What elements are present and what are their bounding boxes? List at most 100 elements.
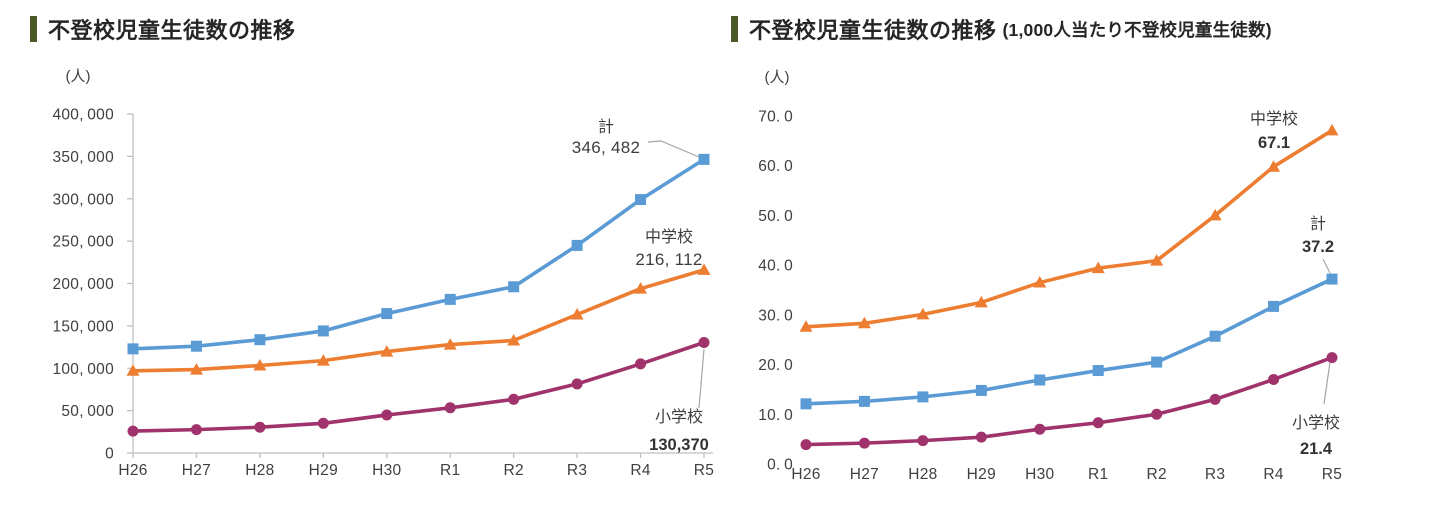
data-point-marker	[570, 307, 584, 320]
data-point-marker	[443, 338, 457, 350]
absolute-count-line-chart: (人) 0 50, 000 100, 000 150, 000 200, 000 250, …	[52, 68, 713, 479]
per-thousand-line-chart: (人) 0. 0 10. 0 20. 0 30. 0 40. 0 50. 0 60. 0 70.…	[758, 69, 1342, 483]
y-axis-tick-label: 50, 000	[61, 403, 114, 420]
x-axis-tick-label: R4	[1263, 466, 1283, 483]
data-point-marker	[381, 308, 393, 320]
data-point-marker	[635, 194, 647, 206]
x-axis-tick-label: H30	[372, 462, 401, 479]
x-axis-tick-label: H28	[908, 466, 937, 483]
series-line-中学校	[805, 128, 1333, 329]
data-point-marker	[799, 320, 813, 332]
series-label: 計	[1310, 215, 1326, 233]
x-axis-tick-label: R5	[1322, 466, 1342, 483]
data-point-marker	[917, 391, 929, 403]
x-axis-tick-label: H27	[850, 466, 879, 483]
data-point-marker	[800, 398, 812, 410]
series-value-label: 21.4	[1300, 440, 1333, 458]
x-axis-tick-label: H26	[118, 462, 147, 479]
y-axis-tick-label: 0. 0	[767, 457, 793, 474]
data-point-marker	[975, 431, 987, 443]
data-point-marker	[507, 333, 521, 346]
data-point-marker	[1208, 208, 1222, 221]
annotation-leader-line	[1323, 361, 1331, 405]
x-axis-tick-label: R2	[1146, 466, 1166, 483]
data-point-marker	[254, 334, 266, 346]
data-point-marker	[1268, 300, 1280, 312]
y-axis-unit-label: (人)	[765, 69, 790, 86]
data-point-marker	[1209, 330, 1221, 342]
x-axis-tick-label: R1	[440, 462, 460, 479]
data-point-marker	[697, 263, 711, 275]
x-axis-tick-label: R3	[567, 462, 587, 479]
data-point-marker	[698, 337, 710, 349]
data-point-marker	[1268, 373, 1280, 385]
y-axis-tick-label: 70. 0	[758, 109, 793, 126]
annotation-leader-line	[647, 140, 700, 158]
data-point-marker	[254, 421, 266, 433]
y-axis-tick-label: 20. 0	[758, 357, 793, 374]
y-axis-tick-label: 250, 000	[52, 234, 114, 251]
data-point-marker	[635, 358, 647, 370]
left-chart-title: 不登校児童生徒数の推移	[0, 0, 716, 46]
chart-title-suffix: (1,000人当たり不登校児童生徒数)	[1002, 19, 1272, 40]
data-point-marker	[916, 307, 930, 320]
data-point-marker	[127, 343, 139, 355]
data-point-marker	[1092, 417, 1104, 429]
data-point-marker	[1091, 261, 1105, 274]
series-line-計	[132, 157, 705, 351]
annotation-leader-line	[1322, 258, 1331, 274]
series-value-label: 346, 482	[572, 138, 641, 157]
data-point-marker	[317, 325, 329, 337]
data-point-marker	[1151, 408, 1163, 420]
series-label: 計	[598, 118, 614, 136]
data-point-marker	[1033, 276, 1047, 288]
data-point-marker	[800, 439, 812, 451]
data-point-marker	[190, 340, 202, 352]
data-point-marker	[127, 425, 139, 437]
data-point-marker	[571, 378, 583, 390]
x-axis-tick-label: R2	[503, 462, 523, 479]
y-axis-tick-label: 0	[105, 446, 114, 463]
y-axis-tick-label: 40. 0	[758, 258, 793, 275]
x-axis-tick-label: H29	[967, 466, 996, 483]
right-chart-panel: 不登校児童生徒数の推移 (1,000人当たり不登校児童生徒数) (人) 0. 0 1…	[717, 0, 1433, 527]
data-point-marker	[1325, 123, 1339, 136]
y-axis-tick-label: 150, 000	[52, 318, 114, 335]
x-axis-tick-label: R4	[630, 462, 650, 479]
data-point-marker	[858, 437, 870, 449]
x-axis-tick-label: H29	[309, 462, 338, 479]
data-point-marker	[1326, 273, 1338, 285]
x-axis-tick-label: R1	[1088, 466, 1108, 483]
y-axis-unit-label: (人)	[66, 68, 91, 85]
series-value-label: 216, 112	[635, 250, 702, 269]
y-axis-tick-label: 350, 000	[52, 149, 114, 166]
data-point-marker	[189, 363, 203, 375]
annotation-leader-line	[698, 348, 705, 409]
data-point-marker	[444, 293, 456, 305]
x-axis-tick-label: H27	[182, 462, 211, 479]
series-label: 小学校	[1292, 414, 1340, 432]
data-point-marker	[858, 395, 870, 407]
chart-title-text: 不登校児童生徒数の推移	[48, 18, 296, 43]
x-axis-tick-label: H30	[1025, 466, 1054, 483]
data-point-marker	[380, 345, 394, 357]
y-axis-tick-label: 300, 000	[52, 191, 114, 208]
right-chart-title: 不登校児童生徒数の推移 (1,000人当たり不登校児童生徒数)	[717, 0, 1433, 46]
series-label: 中学校	[1250, 110, 1298, 128]
data-point-marker	[190, 424, 202, 436]
data-point-marker	[1034, 374, 1046, 386]
series-value-label: 130,370	[649, 436, 709, 454]
left-chart-panel: 不登校児童生徒数の推移 (人) 0 50, 000 100, 000 150, 000 2…	[0, 0, 716, 527]
data-point-marker	[1092, 365, 1104, 377]
y-axis-tick-label: 30. 0	[758, 307, 793, 324]
series-value-label: 67.1	[1258, 134, 1290, 152]
data-point-marker	[316, 354, 330, 366]
y-axis-tick-label: 200, 000	[52, 276, 114, 293]
data-point-marker	[698, 153, 710, 165]
data-point-marker	[317, 417, 329, 429]
y-axis-tick-label: 10. 0	[758, 407, 793, 424]
data-point-marker	[974, 295, 988, 308]
data-point-marker	[126, 364, 140, 376]
data-point-marker	[571, 239, 583, 251]
